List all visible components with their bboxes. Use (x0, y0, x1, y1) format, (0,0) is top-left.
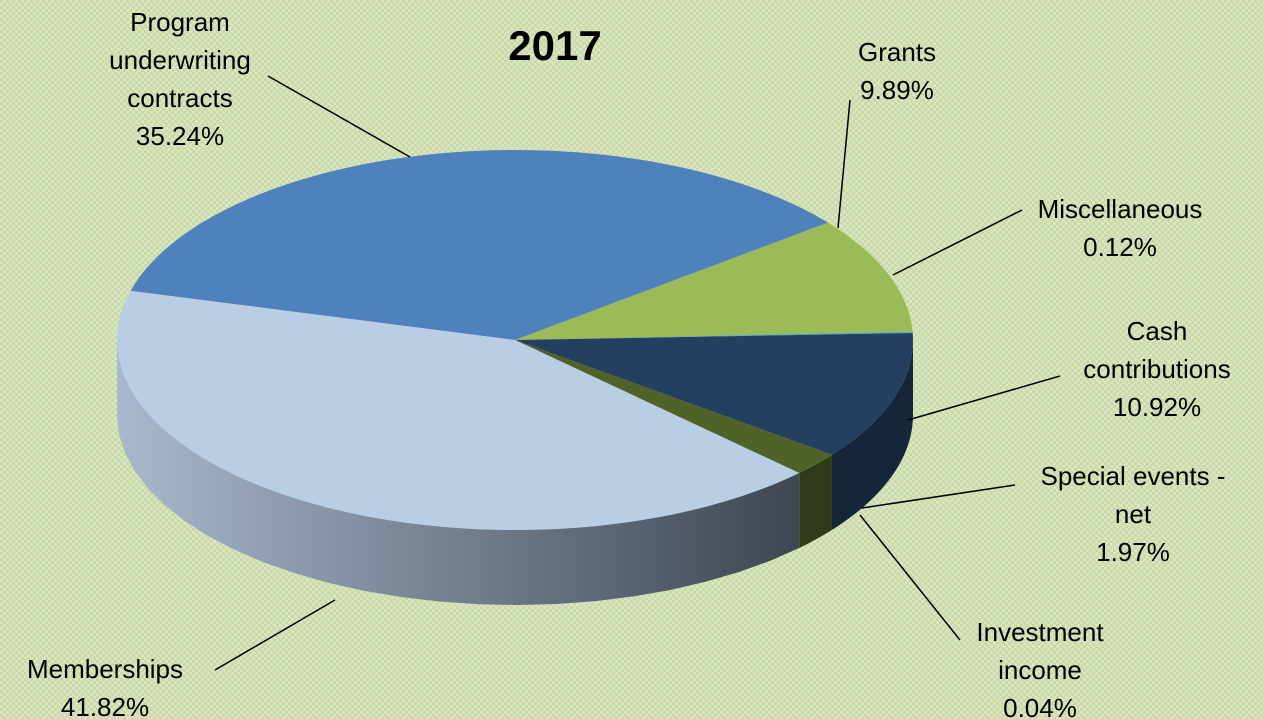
pie-side (799, 472, 800, 549)
value-label: 0.04% (1003, 693, 1077, 719)
pie-slice (515, 340, 800, 474)
category-label: Cash contributions (1083, 316, 1231, 384)
data-label: Miscellaneous 0.12% (1005, 190, 1235, 266)
value-label: 0.12% (1083, 232, 1157, 262)
category-label: Special events - net (1040, 461, 1226, 529)
data-label: Investment income 0.04% (960, 613, 1120, 719)
data-label: Cash contributions 10.92% (1057, 312, 1257, 426)
leader-line (892, 209, 1023, 276)
data-label: Grants 9.89% (817, 33, 977, 109)
pie-side (117, 340, 800, 605)
pie-side (799, 454, 832, 548)
pie-slice (515, 340, 832, 473)
category-label: Memberships (26, 654, 184, 684)
value-label: 9.89% (860, 75, 934, 105)
category-label: Grants (857, 37, 937, 67)
data-label: Program underwriting contracts 35.24% (95, 3, 265, 155)
leader-line (907, 375, 1061, 421)
category-label: Investment income (976, 617, 1104, 685)
value-label: 41.82% (60, 692, 150, 719)
data-label: Memberships 41.82% (0, 650, 215, 719)
pie-slice (515, 331, 913, 340)
pie-slice (515, 333, 913, 455)
chart-title: 2017 (508, 22, 602, 69)
leader-line (861, 484, 1016, 509)
pie-slice (117, 290, 800, 530)
value-label: 1.97% (1096, 537, 1170, 567)
leader-line (214, 599, 336, 671)
category-label: Miscellaneous (1037, 194, 1203, 224)
pie-tops (117, 150, 913, 530)
category-label: Program underwriting contracts (109, 7, 251, 113)
pie-slice (515, 222, 913, 340)
value-label: 10.92% (1112, 392, 1202, 422)
leader-line (859, 514, 961, 641)
pie-sides (117, 340, 913, 605)
pie-side (831, 340, 913, 530)
data-label: Special events - net 1.97% (1026, 457, 1241, 571)
value-label: 35.24% (135, 121, 225, 151)
leader-line (837, 99, 851, 229)
leader-line (267, 75, 411, 158)
pie-slice (130, 150, 829, 340)
